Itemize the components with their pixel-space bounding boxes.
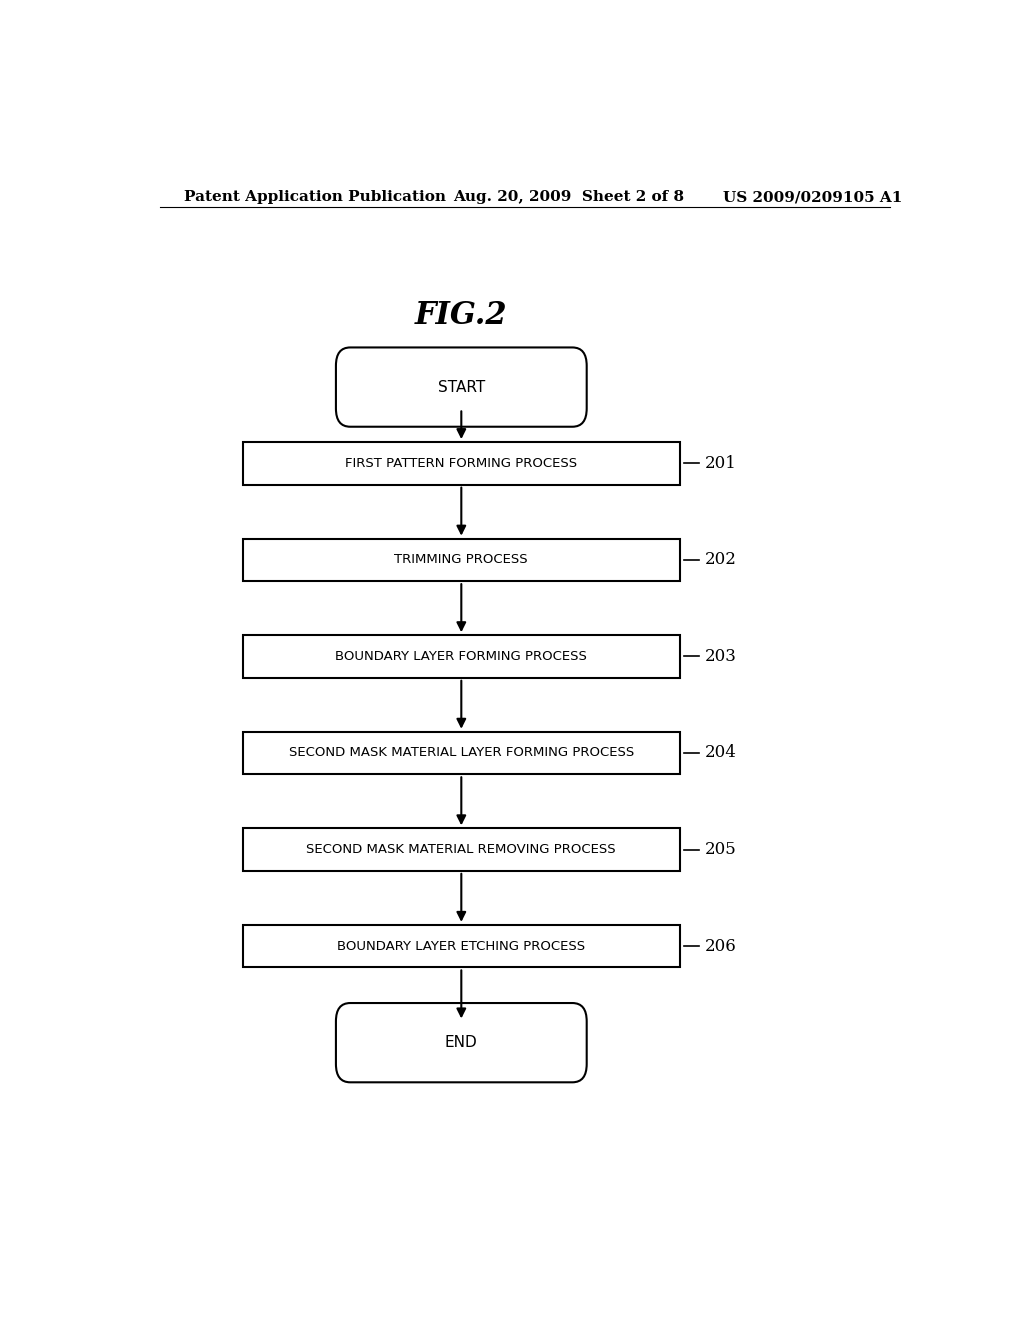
Text: FIRST PATTERN FORMING PROCESS: FIRST PATTERN FORMING PROCESS bbox=[345, 457, 578, 470]
FancyBboxPatch shape bbox=[243, 731, 680, 775]
Text: BOUNDARY LAYER ETCHING PROCESS: BOUNDARY LAYER ETCHING PROCESS bbox=[337, 940, 586, 953]
Text: FIG.2: FIG.2 bbox=[415, 301, 508, 331]
Text: 203: 203 bbox=[705, 648, 737, 665]
Text: TRIMMING PROCESS: TRIMMING PROCESS bbox=[394, 553, 528, 566]
Text: SECOND MASK MATERIAL REMOVING PROCESS: SECOND MASK MATERIAL REMOVING PROCESS bbox=[306, 843, 616, 857]
FancyBboxPatch shape bbox=[243, 635, 680, 677]
FancyBboxPatch shape bbox=[243, 828, 680, 871]
Text: 206: 206 bbox=[705, 937, 736, 954]
FancyBboxPatch shape bbox=[243, 442, 680, 484]
Text: BOUNDARY LAYER FORMING PROCESS: BOUNDARY LAYER FORMING PROCESS bbox=[336, 649, 587, 663]
FancyBboxPatch shape bbox=[336, 347, 587, 426]
Text: 205: 205 bbox=[705, 841, 736, 858]
Text: 204: 204 bbox=[705, 744, 737, 762]
Text: START: START bbox=[437, 380, 485, 395]
Text: SECOND MASK MATERIAL LAYER FORMING PROCESS: SECOND MASK MATERIAL LAYER FORMING PROCE… bbox=[289, 747, 634, 759]
FancyBboxPatch shape bbox=[243, 539, 680, 581]
Text: END: END bbox=[445, 1035, 477, 1051]
Text: Aug. 20, 2009  Sheet 2 of 8: Aug. 20, 2009 Sheet 2 of 8 bbox=[454, 190, 684, 205]
Text: 202: 202 bbox=[705, 552, 737, 569]
Text: US 2009/0209105 A1: US 2009/0209105 A1 bbox=[723, 190, 902, 205]
Text: 201: 201 bbox=[705, 455, 737, 471]
Text: Patent Application Publication: Patent Application Publication bbox=[183, 190, 445, 205]
FancyBboxPatch shape bbox=[243, 925, 680, 968]
FancyBboxPatch shape bbox=[336, 1003, 587, 1082]
